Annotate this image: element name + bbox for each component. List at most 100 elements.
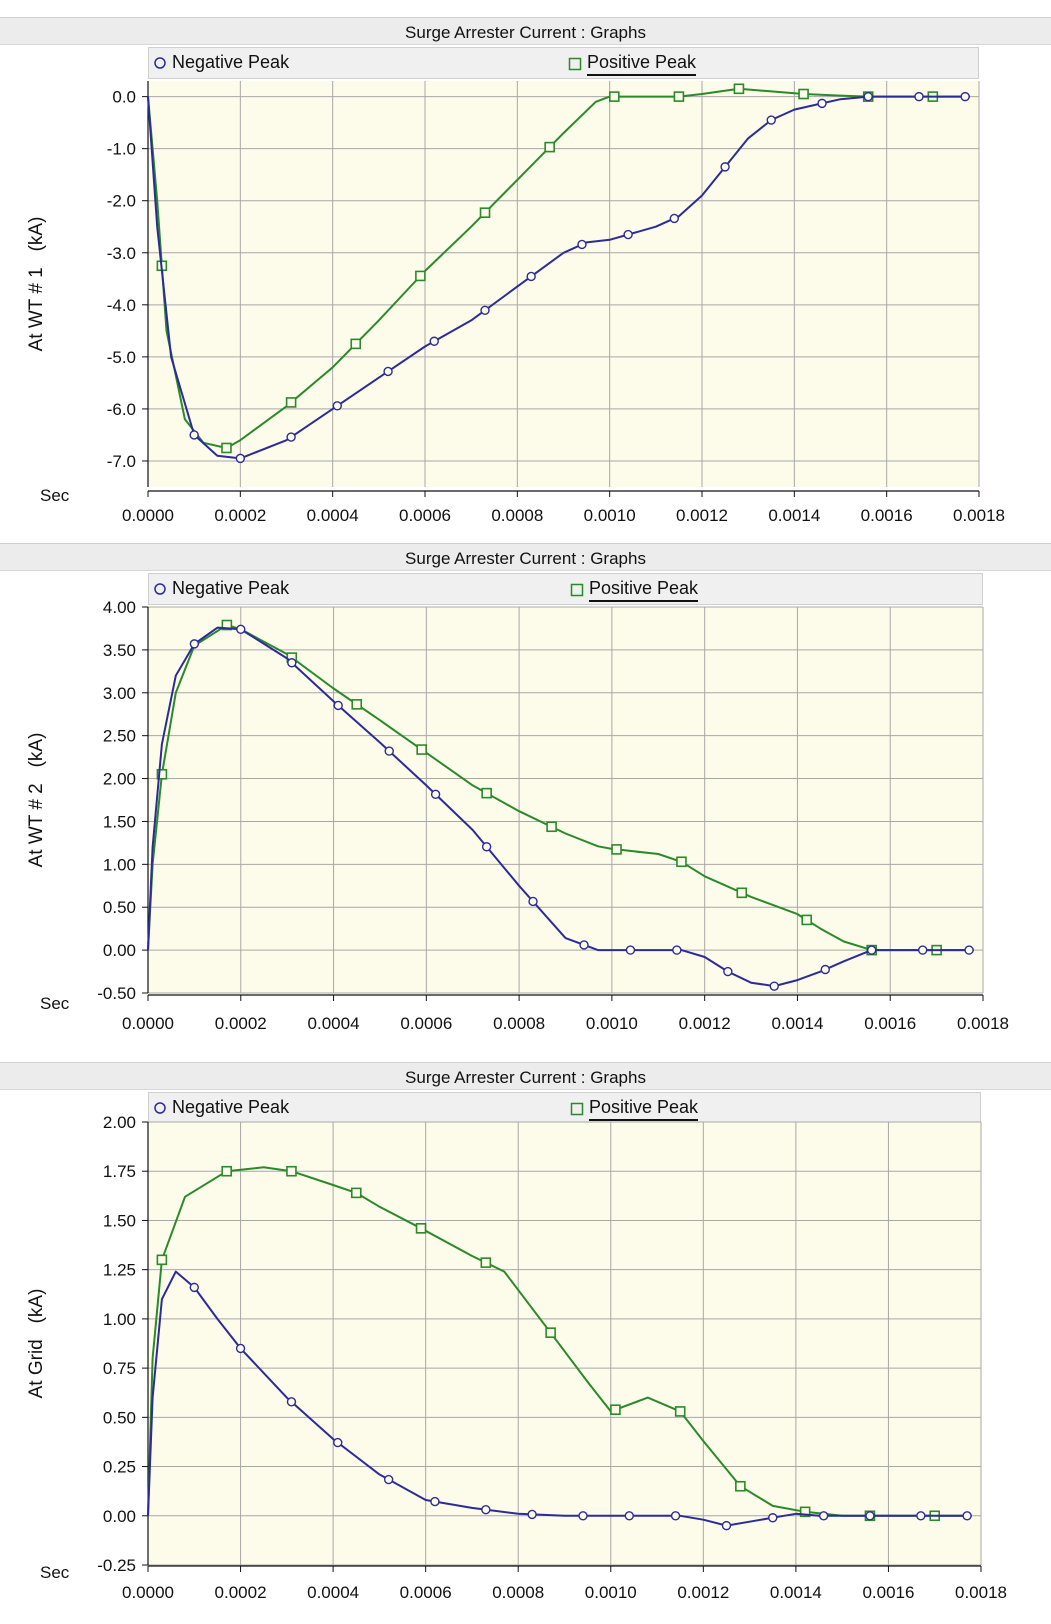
square-marker-icon xyxy=(570,583,584,597)
y-tick-label: 3.50 xyxy=(103,641,136,660)
data-point-positive-peak xyxy=(416,744,427,755)
x-tick-label: 0.0012 xyxy=(679,1014,731,1033)
data-point-positive-peak xyxy=(156,768,168,780)
plot-background xyxy=(148,1122,981,1565)
x-tick-label: 0.0016 xyxy=(862,1583,914,1602)
y-tick-label: -0.50 xyxy=(97,984,136,1003)
data-point-positive-peak xyxy=(481,787,492,799)
y-tick-label: 0.50 xyxy=(103,898,136,917)
data-point-negative-peak xyxy=(526,271,536,282)
data-point-positive-peak xyxy=(608,91,620,102)
plot-area: 2.00 1.75 1.50 1.25 1.00 0.75 0.50 0.25 0.00 -0.2… xyxy=(26,1113,1007,1602)
data-point-positive-peak xyxy=(156,1254,168,1266)
y-tick-label: 1.50 xyxy=(103,1211,136,1230)
plot-background xyxy=(148,607,983,993)
chart-title-bar: Surge Arrester Current : Graphs xyxy=(0,543,1051,571)
data-point-negative-peak xyxy=(287,658,297,668)
data-point-negative-peak xyxy=(914,91,924,102)
legend-label-negative: Negative Peak xyxy=(172,578,290,598)
legend-item-negative-peak[interactable]: Negative Peak xyxy=(153,1097,289,1119)
data-point-negative-peak xyxy=(818,1511,829,1521)
data-point-positive-peak xyxy=(546,821,557,833)
legend-item-positive-peak[interactable]: Positive Peak xyxy=(568,52,697,76)
data-point-positive-peak xyxy=(673,91,685,102)
data-point-positive-peak xyxy=(479,207,491,218)
legend-label-positive: Positive Peak xyxy=(589,1097,699,1121)
data-point-negative-peak xyxy=(579,940,589,950)
x-tick-label: 0.0000 xyxy=(122,1014,174,1033)
data-point-negative-peak xyxy=(383,366,393,377)
data-point-positive-peak xyxy=(350,1187,362,1199)
x-axis-label: Sec xyxy=(40,1563,70,1582)
series-line-positive-peak xyxy=(147,1166,972,1517)
data-point-positive-peak xyxy=(221,1165,232,1177)
series-line-positive-peak xyxy=(147,624,974,952)
legend xyxy=(148,47,979,79)
x-tick-label: 0.0008 xyxy=(491,506,543,525)
data-point-negative-peak xyxy=(578,1511,588,1521)
chart-title-bar: Surge Arrester Current : Graphs xyxy=(0,17,1051,45)
y-tick-label: -7.0 xyxy=(107,452,136,471)
data-point-positive-peak xyxy=(674,1406,686,1417)
x-tick-label: 0.0014 xyxy=(771,1014,823,1033)
data-point-negative-peak xyxy=(623,229,633,240)
x-tick-label: 0.0010 xyxy=(584,506,636,525)
y-tick-label: 4.00 xyxy=(103,598,136,617)
data-point-negative-peak xyxy=(236,624,246,635)
data-point-negative-peak xyxy=(189,1282,199,1293)
data-point-negative-peak xyxy=(527,1509,537,1520)
data-point-negative-peak xyxy=(333,700,343,711)
data-point-positive-peak xyxy=(221,442,232,454)
legend-item-negative-peak[interactable]: Negative Peak xyxy=(153,52,289,74)
data-point-negative-peak xyxy=(286,1397,297,1407)
y-axis-label: At WT # 2 (kA) xyxy=(26,733,47,868)
data-point-negative-peak xyxy=(625,945,636,955)
y-tick-label: 0.75 xyxy=(103,1359,136,1378)
x-tick-label: 0.0004 xyxy=(308,1014,360,1033)
x-tick-label: 0.0008 xyxy=(493,1014,545,1033)
data-point-positive-peak xyxy=(480,1257,492,1268)
data-point-negative-peak xyxy=(865,1511,875,1521)
data-point-negative-peak xyxy=(672,945,682,955)
data-point-negative-peak xyxy=(916,1511,926,1521)
x-tick-label: 0.0012 xyxy=(676,506,728,525)
chart-title-bar: Surge Arrester Current : Graphs xyxy=(0,1062,1051,1090)
x-tick-label: 0.0010 xyxy=(585,1583,637,1602)
data-point-negative-peak xyxy=(528,896,538,907)
data-point-negative-peak xyxy=(863,91,873,102)
y-tick-label: 0.0 xyxy=(112,88,136,107)
y-tick-label: -5.0 xyxy=(107,348,136,367)
x-tick-label: 0.0002 xyxy=(215,1014,267,1033)
data-point-positive-peak xyxy=(611,844,622,855)
data-point-negative-peak xyxy=(481,1504,491,1515)
data-point-positive-peak xyxy=(544,141,555,153)
data-point-negative-peak xyxy=(189,430,199,440)
data-point-negative-peak xyxy=(768,1513,778,1523)
data-point-negative-peak xyxy=(766,115,776,125)
plot-background xyxy=(148,81,979,487)
data-point-positive-peak xyxy=(415,270,426,282)
y-tick-label: 0.00 xyxy=(103,1507,136,1526)
chart-panel-wt2: Surge Arrester Current : Graphs Negative… xyxy=(0,543,1051,1050)
data-point-positive-peak xyxy=(350,338,362,350)
data-point-positive-peak xyxy=(801,914,813,926)
data-point-negative-peak xyxy=(430,789,441,800)
legend-item-positive-peak[interactable]: Positive Peak xyxy=(570,1097,699,1121)
x-tick-label: 0.0002 xyxy=(215,1583,267,1602)
legend-item-positive-peak[interactable]: Positive Peak xyxy=(570,578,699,602)
y-tick-label: 1.25 xyxy=(103,1261,136,1280)
y-axis-label: At Grid (kA) xyxy=(26,1289,47,1399)
data-point-negative-peak xyxy=(383,1474,394,1485)
legend-item-negative-peak[interactable]: Negative Peak xyxy=(153,578,289,600)
x-tick-label: 0.0002 xyxy=(214,506,266,525)
data-point-negative-peak xyxy=(723,966,733,977)
data-point-negative-peak xyxy=(820,964,830,975)
x-tick-label: 0.0008 xyxy=(492,1583,544,1602)
x-tick-label: 0.0018 xyxy=(953,506,1005,525)
x-tick-label: 0.0014 xyxy=(770,1583,822,1602)
square-marker-icon xyxy=(570,1102,584,1116)
y-tick-label: -2.0 xyxy=(107,192,136,211)
data-point-positive-peak xyxy=(610,1404,621,1416)
chart-title: Surge Arrester Current : Graphs xyxy=(405,23,646,42)
y-tick-label: 2.50 xyxy=(103,727,136,746)
